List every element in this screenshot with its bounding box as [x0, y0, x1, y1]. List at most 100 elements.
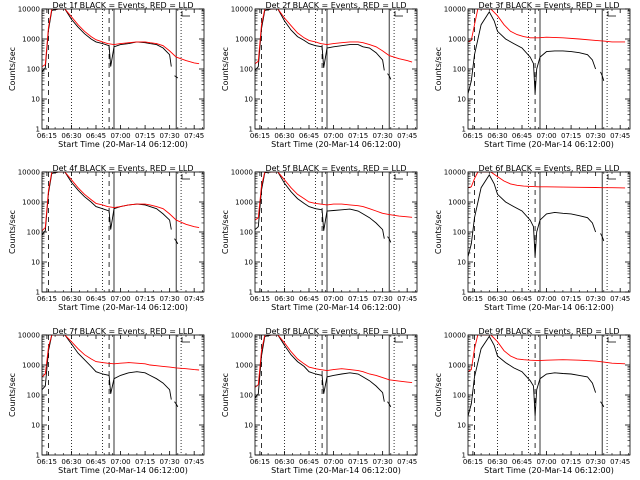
series-line-lld	[255, 9, 413, 65]
plot-frame	[41, 171, 205, 293]
detector-panel-9: Det 9f BLACK = Events, RED = LLD10000100…	[434, 327, 631, 475]
x-tick-label: 06:45	[86, 458, 106, 466]
y-tick-label: 100	[27, 229, 40, 237]
x-tick-label: 07:15	[135, 132, 155, 140]
y-tick-label: 100	[27, 392, 40, 400]
x-tick-label: 06:15	[463, 458, 483, 466]
y-tick-label: 100	[27, 66, 40, 74]
y-tick-label: 10000	[231, 6, 253, 14]
series-line-lld	[468, 335, 626, 373]
series-line-events	[42, 9, 172, 73]
x-tick-label: 07:45	[610, 295, 630, 303]
legend-mark	[394, 174, 403, 180]
series-line-lld	[255, 335, 413, 388]
panel-title: Det 1f BLACK = Events, RED = LLD	[52, 1, 193, 10]
x-tick-label: 07:30	[373, 132, 393, 140]
x-tick-label: 07:30	[373, 458, 393, 466]
y-tick-label: 10	[457, 96, 466, 104]
detector-panel-7: Det 7f BLACK = Events, RED = LLD10000100…	[8, 327, 205, 475]
y-tick-label: 1000	[448, 36, 466, 44]
series-line-events-post	[600, 401, 605, 408]
x-tick-label: 06:15	[463, 295, 483, 303]
x-tick-label: 07:30	[586, 132, 606, 140]
series-line-lld	[468, 9, 626, 43]
x-tick-label: 06:45	[512, 132, 532, 140]
x-tick-label: 07:30	[160, 132, 180, 140]
x-axis-label: Start Time (20-Mar-14 06:12:00)	[58, 303, 188, 312]
y-axis-label: Counts/sec	[221, 210, 230, 254]
panel-title: Det 2f BLACK = Events, RED = LLD	[265, 1, 406, 10]
x-tick-label: 06:45	[86, 132, 106, 140]
y-tick-label: 1000	[22, 36, 40, 44]
y-axis-label: Counts/sec	[8, 47, 17, 91]
series-line-events	[255, 172, 385, 239]
x-tick-label: 07:45	[397, 295, 417, 303]
x-tick-label: 07:00	[323, 132, 343, 140]
y-tick-label: 100	[453, 229, 466, 237]
series-line-events-post	[387, 73, 392, 80]
y-tick-label: 1000	[235, 36, 253, 44]
y-tick-label: 100	[453, 66, 466, 74]
x-tick-label: 07:15	[348, 458, 368, 466]
x-tick-label: 07:00	[323, 295, 343, 303]
series-line-events-post	[600, 71, 605, 82]
panel-title: Det 8f BLACK = Events, RED = LLD	[265, 327, 406, 336]
y-axis-label: Counts/sec	[434, 210, 443, 254]
x-tick-label: 07:15	[135, 295, 155, 303]
plot-frame	[41, 334, 205, 456]
x-axis-label: Start Time (20-Mar-14 06:12:00)	[58, 140, 188, 149]
panel-title: Det 7f BLACK = Events, RED = LLD	[52, 327, 193, 336]
series-line-events	[468, 335, 597, 417]
detector-panel-2: Det 2f BLACK = Events, RED = LLD10000100…	[221, 1, 418, 149]
x-tick-label: 06:30	[274, 458, 294, 466]
legend-mark	[607, 174, 616, 180]
y-tick-label: 1	[36, 126, 40, 134]
x-axis-label: Start Time (20-Mar-14 06:12:00)	[271, 140, 401, 149]
series-line-events-post	[600, 233, 605, 242]
x-tick-label: 06:30	[487, 458, 507, 466]
series-line-events-post	[387, 236, 392, 243]
x-tick-label: 06:30	[487, 295, 507, 303]
x-tick-label: 07:45	[397, 132, 417, 140]
detector-panel-5: Det 5f BLACK = Events, RED = LLD10000100…	[221, 164, 418, 312]
x-tick-label: 06:15	[250, 458, 270, 466]
y-tick-label: 100	[240, 66, 253, 74]
x-tick-label: 06:30	[61, 458, 81, 466]
y-tick-label: 1	[249, 452, 253, 460]
detector-panel-4: Det 4f BLACK = Events, RED = LLD10000100…	[8, 164, 205, 312]
x-tick-label: 06:15	[37, 295, 57, 303]
series-line-events	[42, 172, 172, 236]
series-line-events	[468, 174, 597, 257]
y-tick-label: 1	[36, 452, 40, 460]
y-tick-label: 10	[244, 96, 253, 104]
y-tick-label: 100	[453, 392, 466, 400]
x-tick-label: 07:45	[184, 458, 204, 466]
x-tick-label: 07:45	[397, 458, 417, 466]
y-tick-label: 10000	[231, 332, 253, 340]
plot-frame	[41, 8, 205, 130]
y-tick-label: 100	[240, 229, 253, 237]
y-tick-label: 1000	[235, 199, 253, 207]
y-axis-label: Counts/sec	[8, 210, 17, 254]
series-line-events	[255, 9, 385, 71]
x-tick-label: 07:45	[610, 132, 630, 140]
x-tick-label: 06:15	[463, 132, 483, 140]
plot-frame	[254, 334, 418, 456]
y-tick-label: 1	[462, 452, 466, 460]
x-tick-label: 07:00	[110, 458, 130, 466]
y-tick-label: 10000	[18, 169, 40, 177]
x-tick-label: 07:30	[160, 458, 180, 466]
series-line-events-post	[387, 401, 392, 408]
y-tick-label: 10	[31, 259, 40, 267]
detector-panel-1: Det 1f BLACK = Events, RED = LLD10000100…	[8, 1, 205, 149]
y-axis-label: Counts/sec	[8, 373, 17, 417]
x-tick-label: 06:30	[274, 132, 294, 140]
series-line-lld	[42, 172, 200, 232]
series-line-lld	[42, 335, 200, 378]
x-axis-label: Start Time (20-Mar-14 06:12:00)	[484, 303, 614, 312]
x-tick-label: 07:45	[184, 295, 204, 303]
y-tick-label: 10	[457, 259, 466, 267]
x-tick-label: 06:30	[61, 132, 81, 140]
x-tick-label: 07:15	[348, 295, 368, 303]
